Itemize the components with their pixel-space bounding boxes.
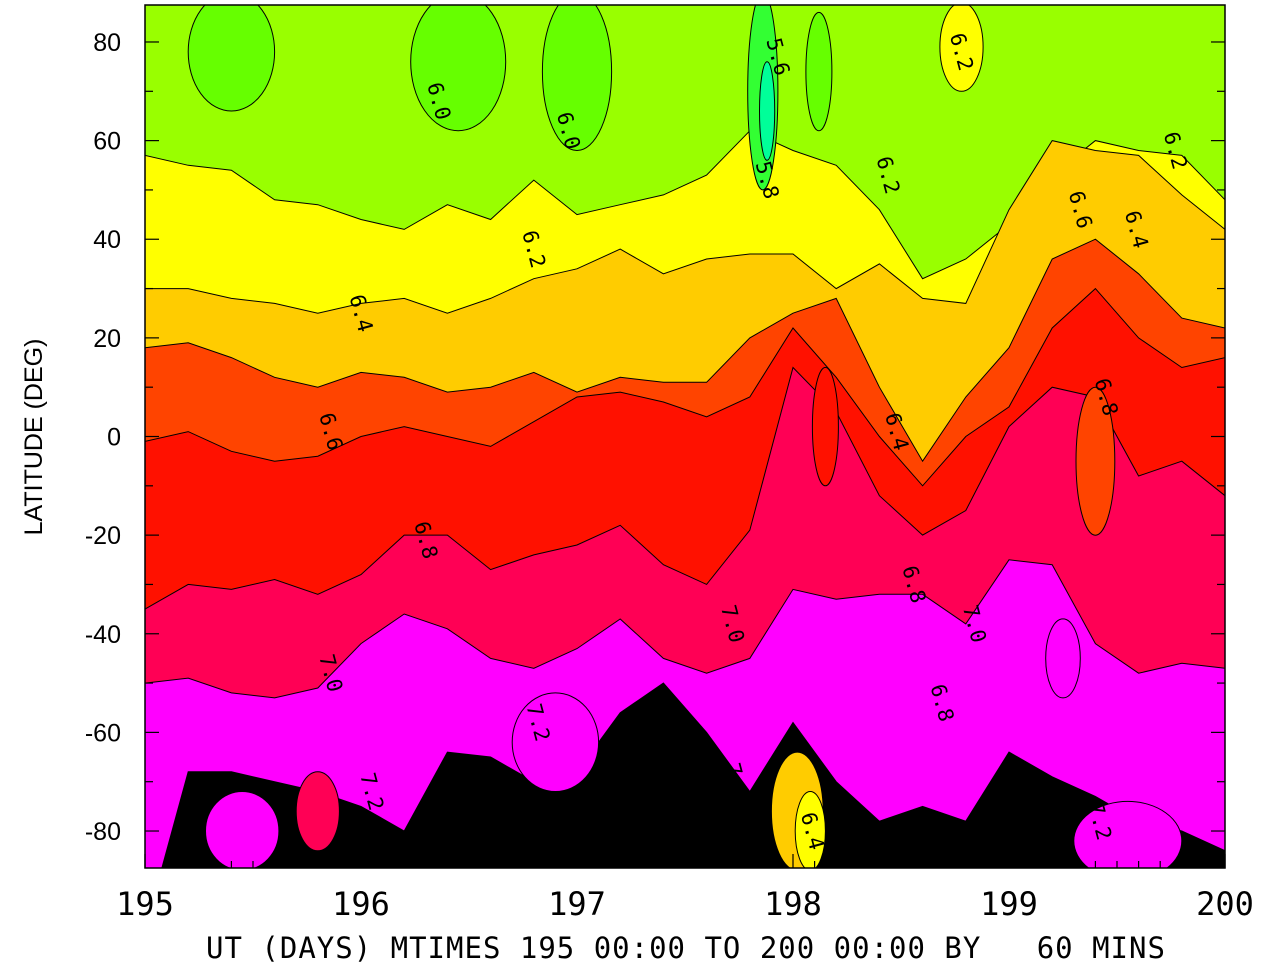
y-tick-label: -20 <box>85 522 121 550</box>
y-tick-label: 40 <box>93 226 121 254</box>
x-tick-label: 199 <box>980 885 1038 923</box>
contour-blob <box>811 366 839 487</box>
contour-blob <box>939 5 984 92</box>
contour-blob <box>410 5 507 132</box>
contour-bands <box>145 130 1225 868</box>
x-tick-label: 196 <box>332 885 390 923</box>
x-tick-labels: 195 196 197 198 199 200 <box>116 885 1254 923</box>
x-axis-title: UT (DAYS) MTIMES 195 00:00 TO 200 00:00 … <box>206 931 1166 965</box>
x-tick-label: 198 <box>764 885 822 923</box>
contour-blob <box>541 5 613 151</box>
x-tick-label: 195 <box>116 885 174 923</box>
y-tick-label: -80 <box>85 818 121 846</box>
x-tick-label: 200 <box>1196 885 1254 923</box>
y-tick-labels: 80 60 40 20 0 -20 -40 -60 -80 <box>85 29 121 846</box>
y-tick-label: -60 <box>85 719 121 747</box>
contour-blob <box>511 692 600 793</box>
y-tick-label: 60 <box>93 128 121 156</box>
contour-blob <box>187 5 276 112</box>
contour-blob <box>1073 800 1183 868</box>
contour-blob <box>1075 386 1116 536</box>
contour-blob <box>805 11 833 132</box>
contour-blob <box>794 791 826 868</box>
axis-ticks <box>144 41 1226 868</box>
y-tick-label: 20 <box>93 325 121 353</box>
y-tick-label: 0 <box>107 424 121 452</box>
y-tick-label: -40 <box>85 621 121 649</box>
plot-area <box>145 5 1225 868</box>
contour-blob <box>759 61 776 161</box>
contour-blob <box>205 791 280 868</box>
contour-blob <box>295 771 340 852</box>
y-tick-label: 80 <box>93 29 121 57</box>
y-axis-title: LATITUDE (DEG) <box>20 339 48 536</box>
contour-blobs <box>187 5 1183 868</box>
contour-blob <box>1045 618 1081 699</box>
x-tick-label: 197 <box>548 885 606 923</box>
